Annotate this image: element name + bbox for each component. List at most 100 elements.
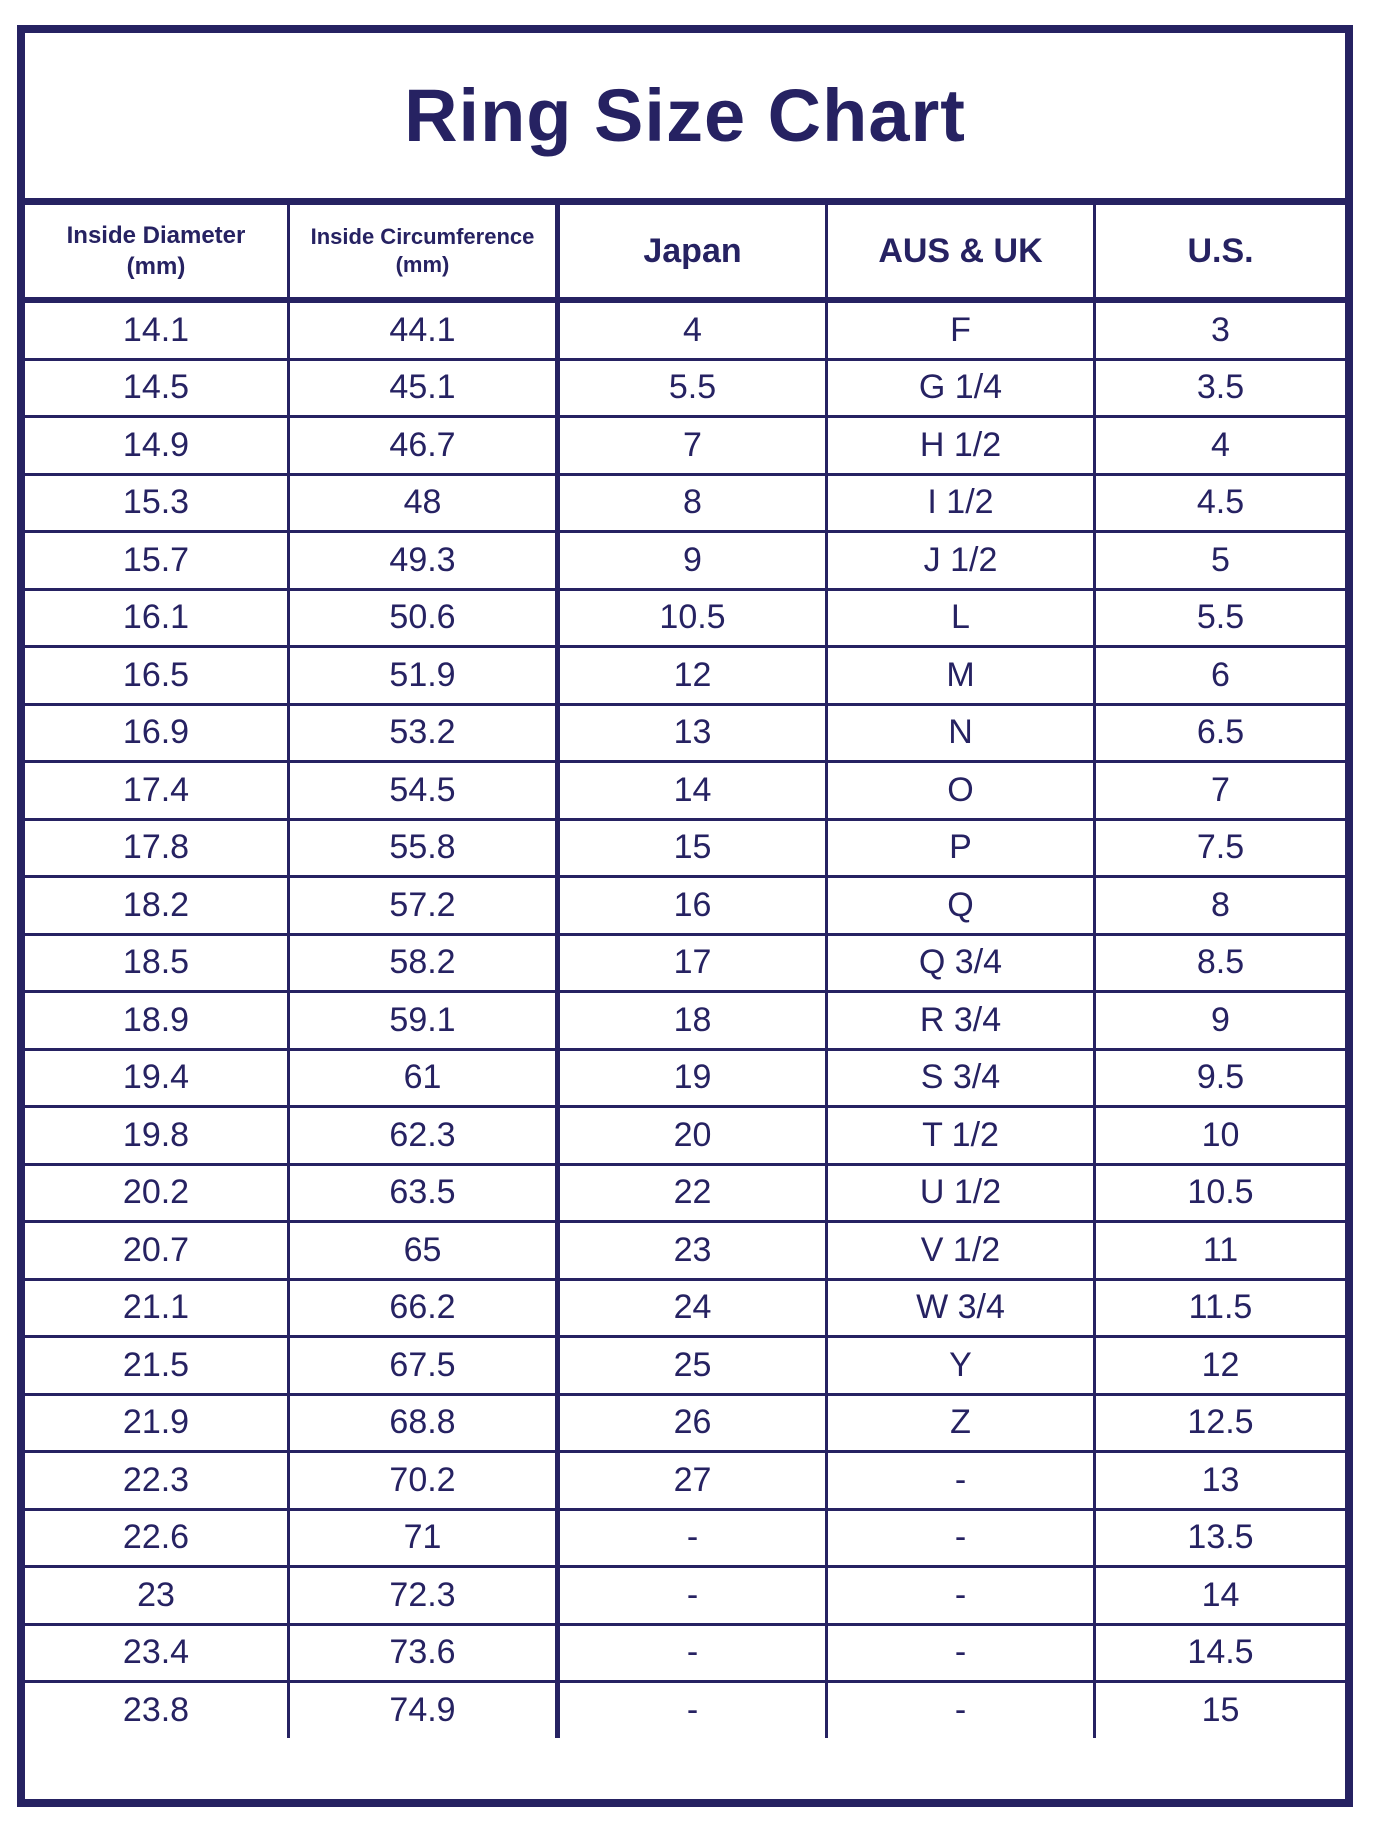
cell-inside-diameter: 19.8 — [25, 1105, 290, 1166]
size-table: Inside Diameter (mm) Inside Circumference… — [25, 205, 1345, 1738]
cell-inside-circumference: 67.5 — [287, 1335, 560, 1396]
cell-japan: 25 — [556, 1335, 828, 1396]
cell-aus-uk: J 1/2 — [825, 530, 1096, 591]
chart-title: Ring Size Chart — [25, 33, 1345, 205]
cell-us: 13.5 — [1093, 1507, 1345, 1568]
cell-aus-uk: - — [825, 1680, 1096, 1738]
cell-us: 12 — [1093, 1335, 1345, 1396]
cell-us: 3 — [1093, 298, 1345, 361]
header-japan: Japan — [556, 205, 828, 303]
cell-inside-circumference: 45.1 — [287, 357, 560, 418]
cell-aus-uk: M — [825, 645, 1096, 706]
cell-japan: 14 — [556, 760, 828, 821]
table-row: 16.9 53.2 13 N 6.5 — [25, 702, 1345, 763]
cell-japan: 19 — [556, 1047, 828, 1108]
cell-inside-diameter: 15.3 — [25, 472, 290, 533]
cell-inside-circumference: 59.1 — [287, 990, 560, 1051]
cell-japan: - — [556, 1507, 828, 1568]
cell-inside-circumference: 65 — [287, 1220, 560, 1281]
cell-inside-diameter: 17.4 — [25, 760, 290, 821]
cell-inside-diameter: 19.4 — [25, 1047, 290, 1108]
cell-inside-diameter: 14.1 — [25, 298, 290, 361]
table-row: 23.8 74.9- -15 — [25, 1680, 1345, 1738]
cell-aus-uk: T 1/2 — [825, 1105, 1096, 1166]
cell-inside-diameter: 18.2 — [25, 875, 290, 936]
cell-inside-circumference: 74.9 — [287, 1680, 560, 1738]
table-row: 18.9 59.1 18 R 3/4 9 — [25, 990, 1345, 1051]
cell-inside-circumference: 50.6 — [287, 587, 560, 648]
cell-japan: 17 — [556, 932, 828, 993]
cell-aus-uk: W 3/4 — [825, 1277, 1096, 1338]
cell-inside-diameter: 14.9 — [25, 415, 290, 476]
cell-japan: 16 — [556, 875, 828, 936]
cell-inside-diameter: 22.3 — [25, 1450, 290, 1511]
cell-inside-circumference: 48 — [287, 472, 560, 533]
table-row: 23 72.3- -14 — [25, 1565, 1345, 1626]
table-row: 14.1 44.1 4 F 3 — [25, 298, 1345, 361]
table-row: 17.8 55.8 15 P 7.5 — [25, 817, 1345, 878]
cell-inside-diameter: 18.9 — [25, 990, 290, 1051]
table-row: 16.5 51.9 12 M 6 — [25, 645, 1345, 706]
cell-aus-uk: Q — [825, 875, 1096, 936]
cell-aus-uk: V 1/2 — [825, 1220, 1096, 1281]
table-row: 15.3 48 8 I 1/2 4.5 — [25, 472, 1345, 533]
cell-japan: 26 — [556, 1392, 828, 1453]
cell-us: 4 — [1093, 415, 1345, 476]
cell-us: 10.5 — [1093, 1162, 1345, 1223]
cell-us: 6 — [1093, 645, 1345, 706]
cell-us: 13 — [1093, 1450, 1345, 1511]
header-unit: (mm) — [126, 253, 186, 280]
cell-inside-circumference: 57.2 — [287, 875, 560, 936]
cell-us: 11.5 — [1093, 1277, 1345, 1338]
header-aus-uk: AUS & UK — [825, 205, 1096, 303]
cell-us: 3.5 — [1093, 357, 1345, 418]
cell-inside-circumference: 53.2 — [287, 702, 560, 763]
cell-inside-diameter: 15.7 — [25, 530, 290, 591]
table-row: 23.4 73.6- -14.5 — [25, 1622, 1345, 1683]
table-row: 18.2 57.2 16 Q 8 — [25, 875, 1345, 936]
header-line: Inside Circumference — [310, 224, 535, 249]
cell-aus-uk: U 1/2 — [825, 1162, 1096, 1223]
cell-japan: 12 — [556, 645, 828, 706]
cell-japan: 15 — [556, 817, 828, 878]
cell-japan: 10.5 — [556, 587, 828, 648]
cell-inside-circumference: 63.5 — [287, 1162, 560, 1223]
cell-inside-circumference: 66.2 — [287, 1277, 560, 1338]
cell-aus-uk: Y — [825, 1335, 1096, 1396]
cell-us: 8.5 — [1093, 932, 1345, 993]
cell-aus-uk: - — [825, 1507, 1096, 1568]
cell-japan: 9 — [556, 530, 828, 591]
cell-us: 15 — [1093, 1680, 1345, 1738]
cell-japan: 20 — [556, 1105, 828, 1166]
table-row: 19.4 61 19 S 3/4 9.5 — [25, 1047, 1345, 1108]
cell-aus-uk: Q 3/4 — [825, 932, 1096, 993]
cell-inside-diameter: 16.5 — [25, 645, 290, 706]
cell-aus-uk: N — [825, 702, 1096, 763]
cell-us: 9.5 — [1093, 1047, 1345, 1108]
cell-inside-diameter: 14.5 — [25, 357, 290, 418]
cell-aus-uk: - — [825, 1565, 1096, 1626]
cell-inside-circumference: 72.3 — [287, 1565, 560, 1626]
cell-japan: 13 — [556, 702, 828, 763]
cell-inside-circumference: 44.1 — [287, 298, 560, 361]
cell-japan: 7 — [556, 415, 828, 476]
cell-inside-circumference: 61 — [287, 1047, 560, 1108]
table-row: 19.8 62.3 20 T 1/2 10 — [25, 1105, 1345, 1166]
cell-us: 9 — [1093, 990, 1345, 1051]
cell-aus-uk: G 1/4 — [825, 357, 1096, 418]
header-us: U.S. — [1093, 205, 1345, 303]
cell-inside-circumference: 46.7 — [287, 415, 560, 476]
cell-us: 8 — [1093, 875, 1345, 936]
cell-inside-diameter: 21.9 — [25, 1392, 290, 1453]
cell-us: 11 — [1093, 1220, 1345, 1281]
cell-aus-uk: P — [825, 817, 1096, 878]
header-inside-diameter: Inside Diameter (mm) — [25, 205, 290, 303]
table-row: 21.5 67.5 25 Y 12 — [25, 1335, 1345, 1396]
cell-inside-circumference: 73.6 — [287, 1622, 560, 1683]
header-row: Inside Diameter (mm) Inside Circumference… — [25, 205, 1345, 303]
cell-us: 7 — [1093, 760, 1345, 821]
cell-inside-diameter: 16.9 — [25, 702, 290, 763]
cell-inside-diameter: 20.7 — [25, 1220, 290, 1281]
table-row: 20.2 63.5 22 U 1/2 10.5 — [25, 1162, 1345, 1223]
cell-inside-circumference: 49.3 — [287, 530, 560, 591]
